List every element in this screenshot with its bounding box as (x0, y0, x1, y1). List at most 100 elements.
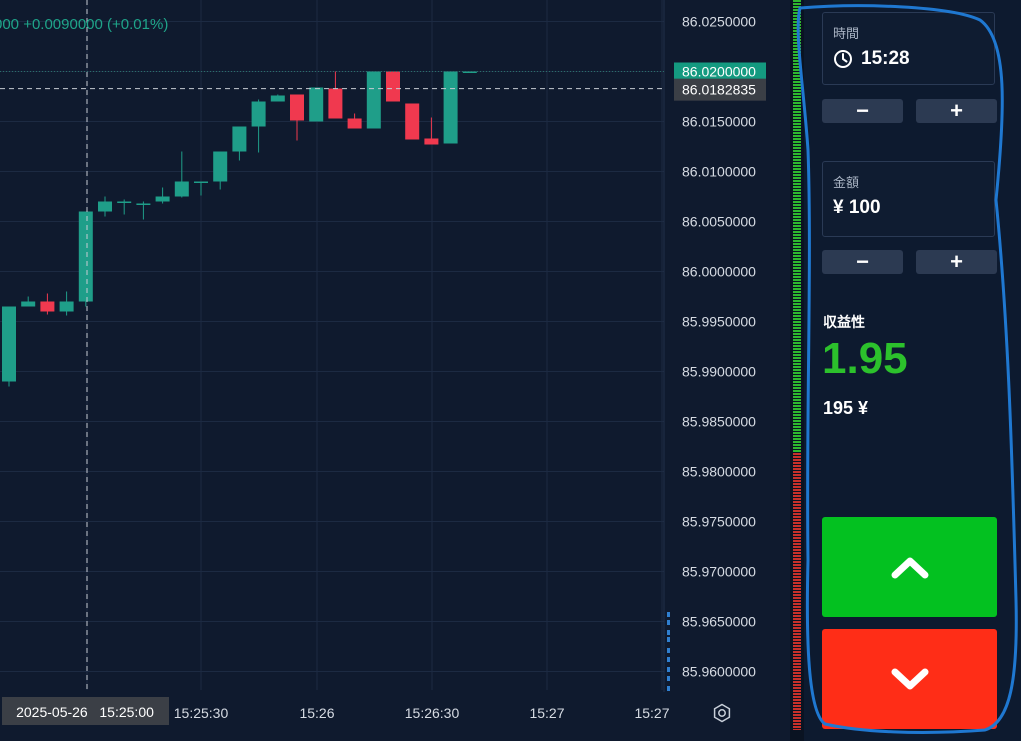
candle (309, 87, 324, 122)
sentiment-tick (793, 300, 801, 302)
candle (2, 306, 16, 387)
sentiment-tick (793, 135, 801, 137)
sentiment-tick (793, 690, 801, 692)
sentiment-tick (793, 600, 801, 602)
time-minus-button[interactable]: − (822, 99, 903, 123)
sentiment-tick (793, 699, 801, 701)
sentiment-tick (793, 438, 801, 440)
sentiment-tick (793, 384, 801, 386)
crosshair-time-tag (2, 697, 169, 725)
sentiment-tick (793, 54, 801, 56)
candle-body (78, 211, 93, 302)
sentiment-tick (793, 450, 801, 452)
sentiment-tick (793, 540, 801, 542)
candle-body (328, 88, 343, 119)
time-field[interactable]: 時間 15:28 (822, 12, 995, 85)
amount-minus-button[interactable]: − (822, 250, 903, 274)
chart-settings-button[interactable] (711, 702, 733, 724)
sentiment-tick (793, 174, 801, 176)
put-down-button[interactable] (822, 629, 997, 729)
chevron-down-icon (891, 668, 928, 690)
sentiment-tick (793, 411, 801, 413)
candle-body (366, 71, 381, 129)
sentiment-tick (793, 372, 801, 374)
sentiment-tick (793, 393, 801, 395)
price-tick-label: 85.9650000 (682, 614, 756, 630)
axis-marker (667, 657, 670, 662)
sentiment-tick (793, 579, 801, 581)
candle-body (98, 201, 112, 212)
price-tick-label: 86.0100000 (682, 164, 756, 180)
candle (251, 99, 266, 153)
axis-marker (667, 620, 670, 625)
amount-plus-button[interactable]: + (916, 250, 997, 274)
candle (194, 181, 208, 196)
call-up-button[interactable] (822, 517, 997, 617)
sentiment-tick (793, 675, 801, 677)
candle (328, 71, 343, 119)
candle (59, 291, 74, 316)
sentiment-tick (793, 708, 801, 710)
sentiment-tick (793, 93, 801, 95)
sentiment-tick (793, 9, 801, 11)
sentiment-tick (793, 426, 801, 428)
sentiment-tick (793, 468, 801, 470)
sentiment-tick (793, 171, 801, 173)
sentiment-tick (793, 660, 801, 662)
candle-body (40, 301, 55, 312)
sentiment-tick (793, 327, 801, 329)
sentiment-tick (793, 711, 801, 713)
candle (347, 113, 362, 129)
sentiment-tick (793, 729, 801, 730)
clock-icon (834, 50, 852, 68)
sentiment-tick (793, 435, 801, 437)
sentiment-tick (793, 678, 801, 680)
sentiment-tick (793, 663, 801, 665)
sentiment-tick (793, 102, 801, 104)
sentiment-tick (793, 318, 801, 320)
sentiment-tick (793, 96, 801, 98)
candle-body (136, 203, 151, 205)
sentiment-tick (793, 498, 801, 500)
price-chart[interactable]: 86.0250000 86.0200000 86.0150000 86.0100000… (0, 0, 790, 741)
sentiment-tick (793, 90, 801, 92)
candle (117, 199, 132, 215)
sentiment-tick (793, 588, 801, 590)
sentiment-tick (793, 360, 801, 362)
sentiment-tick (793, 537, 801, 539)
sentiment-tick (793, 165, 801, 167)
sentiment-tick (793, 510, 801, 512)
sentiment-tick (793, 132, 801, 134)
sentiment-tick (793, 66, 801, 68)
sentiment-tick (793, 390, 801, 392)
sentiment-tick (793, 15, 801, 17)
price-tick-label: 85.9800000 (682, 464, 756, 480)
sentiment-tick (793, 687, 801, 689)
sentiment-tick (793, 303, 801, 305)
time-plus-button[interactable]: + (916, 99, 997, 123)
sentiment-tick (793, 114, 801, 116)
sentiment-tick (793, 258, 801, 260)
sentiment-tick (793, 222, 801, 224)
sentiment-tick (793, 246, 801, 248)
sentiment-tick (793, 306, 801, 308)
sentiment-tick (793, 402, 801, 404)
sentiment-tick (793, 183, 801, 185)
sentiment-tick (793, 225, 801, 227)
candle-body (462, 71, 477, 73)
sentiment-tick (793, 564, 801, 566)
candle-body (21, 301, 36, 307)
sentiment-tick (793, 396, 801, 398)
sentiment-tick (793, 168, 801, 170)
sentiment-tick (793, 684, 801, 686)
time-tick-label: 15:25:30 (174, 705, 229, 721)
sentiment-tick (793, 12, 801, 14)
sentiment-tick (793, 501, 801, 503)
sentiment-tick (793, 141, 801, 143)
sentiment-tick (793, 339, 801, 341)
price-change-label: 000 +0.0090000 (+0.01%) (0, 16, 169, 33)
amount-field[interactable]: 金額 ¥ 100 (822, 161, 995, 237)
sentiment-tick (793, 228, 801, 230)
sentiment-tick (793, 138, 801, 140)
sentiment-tick (793, 549, 801, 551)
